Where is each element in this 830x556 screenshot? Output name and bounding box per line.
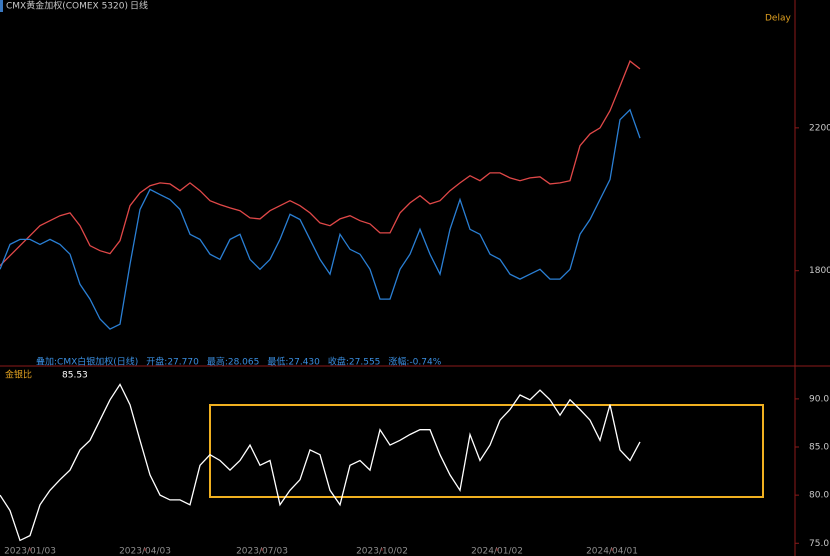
x-tick-label: 2023/10/02 [356, 547, 408, 556]
chart-title: CMX黄金加权(COMEX 5320) [6, 0, 128, 12]
y-tick-label: 75.0 [809, 539, 829, 549]
x-tick-label: 2023/07/03 [236, 547, 288, 556]
overlay-item: 收盘:27.555 [328, 356, 381, 368]
series-line [0, 60, 641, 267]
y-tick-label: 90.0 [809, 394, 829, 404]
y-tick-label: 1800 [809, 266, 830, 276]
x-tick-label: 2024/01/02 [471, 547, 523, 556]
x-tick-label: 2024/04/01 [586, 547, 638, 556]
x-tick-label: 2023/04/03 [119, 547, 171, 556]
highlight-box [209, 404, 764, 498]
ratio-latest: 85.53 [62, 371, 88, 381]
y-tick-label: 80.0 [809, 491, 829, 501]
y-tick-label: 2200.0 [809, 123, 830, 133]
y-tick-label: 85.0 [809, 443, 829, 453]
overlay-item: 最低:27.430 [267, 356, 320, 368]
overlay-item: 开盘:27.770 [146, 356, 199, 368]
x-tick-label: 2023/01/03 [4, 547, 56, 556]
series-line [0, 383, 641, 542]
overlay-item: 涨幅:-0.74% [388, 356, 441, 368]
overlay-item: 叠加:CMX白银加权(日线) [36, 356, 138, 368]
title-marker [0, 0, 3, 12]
ratio-title: 金银比 [5, 369, 32, 381]
period: 日线 [130, 0, 148, 12]
series-line [0, 108, 641, 330]
overlay-item: 最高:28.065 [207, 356, 260, 368]
delay-flag: Delay [765, 14, 791, 24]
overlay-legend: 叠加:CMX白银加权(日线) 开盘:27.770 最高:28.065 最低:27.43… [36, 356, 442, 368]
